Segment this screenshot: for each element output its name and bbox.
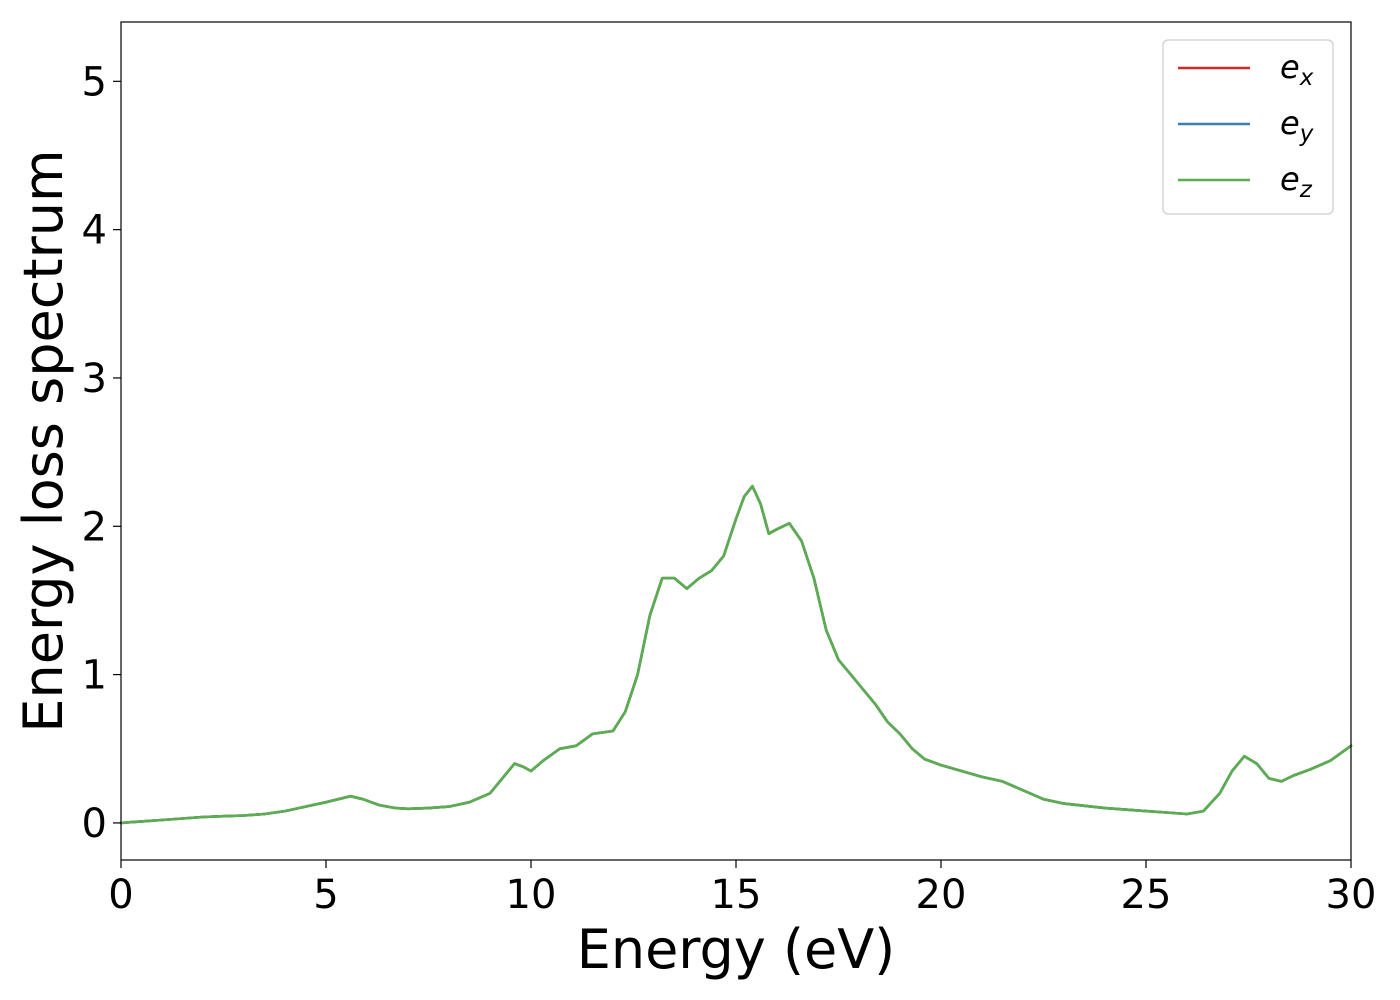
- x-tick-label: 20: [916, 872, 967, 918]
- legend-label-ez: ez: [1280, 160, 1313, 203]
- y-tick-label: 4: [82, 208, 107, 254]
- y-tick-label: 5: [82, 59, 107, 105]
- x-tick-label: 0: [108, 872, 133, 918]
- x-axis-ticks: 0 5 10 15 20 25 30: [108, 860, 1376, 918]
- y-axis-ticks: 0 1 2 3 4 5: [82, 59, 121, 847]
- x-tick-label: 25: [1121, 872, 1172, 918]
- x-tick-label: 5: [313, 872, 338, 918]
- x-tick-label: 15: [711, 872, 762, 918]
- y-tick-label: 0: [82, 801, 107, 847]
- y-tick-label: 1: [82, 653, 107, 699]
- y-tick-label: 2: [82, 504, 107, 550]
- legend-box: [1162, 39, 1334, 215]
- y-tick-label: 3: [82, 356, 107, 402]
- y-axis-label: Energy loss spectrum: [12, 149, 75, 732]
- x-axis-label: Energy (eV): [577, 918, 896, 981]
- x-tick-label: 10: [506, 872, 557, 918]
- series-line-ex: [119, 484, 1353, 825]
- series-line-ey: [119, 484, 1353, 825]
- x-tick-label: 30: [1326, 872, 1377, 918]
- series-line-ez: [119, 484, 1353, 825]
- plot-lines: [119, 484, 1353, 825]
